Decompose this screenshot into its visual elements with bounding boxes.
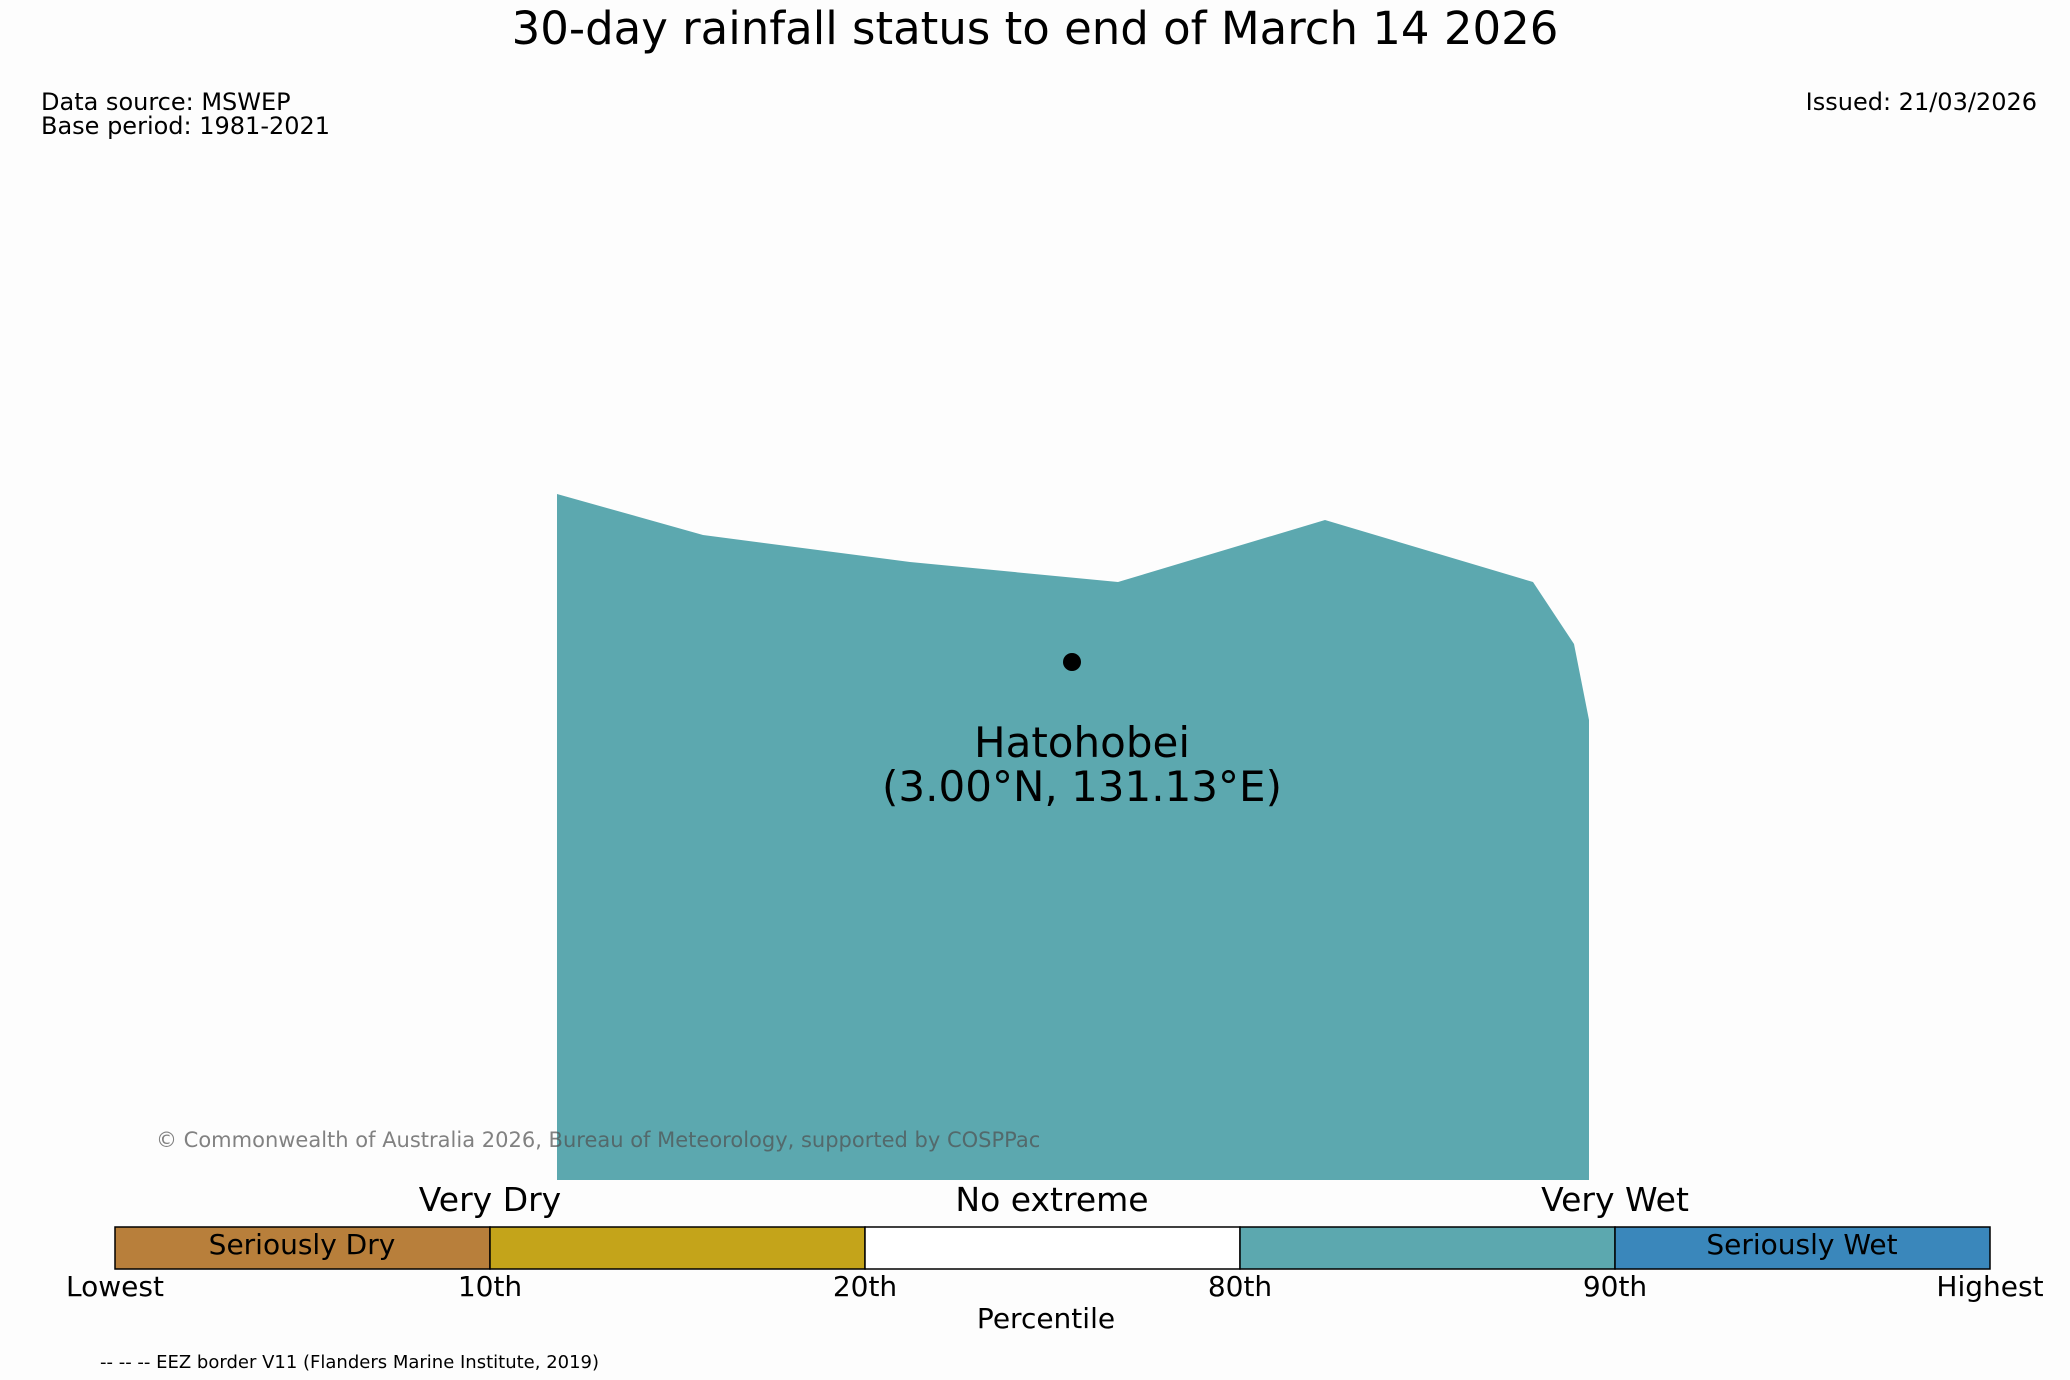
base-period-text: Base period: 1981-2021	[41, 112, 331, 140]
legend-tick-lowest: Lowest	[66, 1270, 164, 1303]
copyright-text: © Commonwealth of Australia 2026, Bureau…	[156, 1128, 1041, 1152]
location-coords-label: (3.00°N, 131.13°E)	[882, 762, 1282, 811]
legend-tick-80th: 80th	[1207, 1270, 1273, 1303]
legend-segment-label-seriously-wet: Seriously Wet	[1706, 1228, 1898, 1261]
legend-segment-very-wet	[1239, 1226, 1616, 1270]
legend-category-no-extreme: No extreme	[955, 1180, 1149, 1219]
eez-border-note: -- -- -- EEZ border V11 (Flanders Marine…	[100, 1352, 600, 1373]
legend-segment-no-extreme	[864, 1226, 1241, 1270]
legend-tick-10th: 10th	[457, 1270, 523, 1303]
location-name-label: Hatohobei	[974, 718, 1190, 767]
legend-segment-label-seriously-dry: Seriously Dry	[208, 1228, 396, 1261]
data-source-text: Data source: MSWEP	[41, 88, 291, 116]
legend-tick-20th: 20th	[832, 1270, 898, 1303]
eez-region-shape	[557, 494, 1589, 1180]
legend-colorbar	[114, 1226, 1991, 1270]
legend-category-very-wet: Very Wet	[1541, 1180, 1689, 1219]
location-marker	[1063, 653, 1081, 671]
issued-date-text: Issued: 21/03/2026	[1805, 88, 2037, 116]
legend-segment-very-dry	[489, 1226, 866, 1270]
legend-tick-90th: 90th	[1582, 1270, 1648, 1303]
legend-axis-label: Percentile	[976, 1302, 1116, 1335]
legend-category-very-dry: Very Dry	[418, 1180, 562, 1219]
legend-segment-seriously-wet	[1614, 1226, 1991, 1270]
legend-segment-seriously-dry	[114, 1226, 491, 1270]
legend-tick-highest: Highest	[1936, 1270, 2044, 1303]
page-title: 30-day rainfall status to end of March 1…	[511, 2, 1559, 55]
